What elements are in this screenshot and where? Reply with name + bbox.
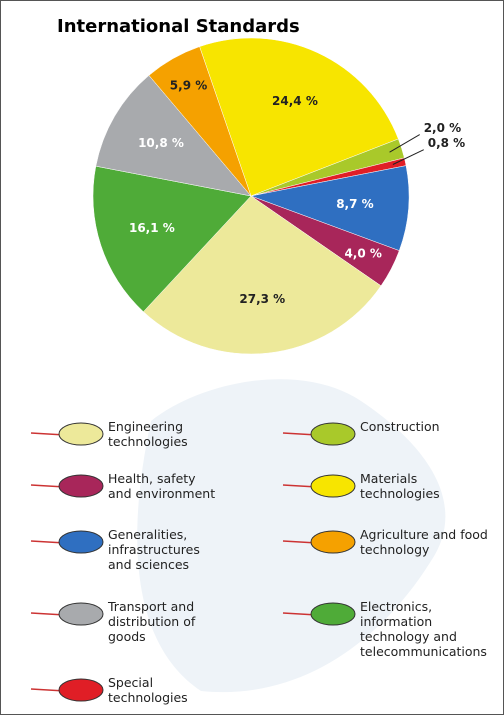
pie-slice bbox=[199, 37, 399, 197]
value-label: 2,0 % bbox=[424, 121, 461, 135]
value-label: 8,7 % bbox=[336, 197, 373, 211]
legend-label: Transport and distribution of goods bbox=[108, 599, 196, 644]
legend-label: Health, safety and environment bbox=[108, 471, 216, 501]
value-label: 24,4 % bbox=[272, 94, 318, 108]
legend-icon bbox=[58, 474, 104, 498]
legend-label: Generalities, infrastructures and scienc… bbox=[108, 527, 200, 572]
leader-line bbox=[392, 149, 424, 165]
legend-icon bbox=[310, 422, 356, 446]
legend-icon bbox=[58, 530, 104, 554]
chart-title: International Standards bbox=[57, 16, 300, 37]
pie-slice bbox=[92, 165, 252, 313]
value-label: 5,9 % bbox=[170, 79, 207, 93]
legend-label: Special technologies bbox=[108, 675, 188, 705]
value-label: 10,8 % bbox=[138, 136, 184, 150]
value-label: 27,3 % bbox=[239, 292, 285, 306]
pie-slice bbox=[250, 165, 410, 251]
legend-icon bbox=[58, 602, 104, 626]
legend-icon bbox=[310, 602, 356, 626]
legend-icon bbox=[58, 422, 104, 446]
legend-label: Construction bbox=[360, 419, 440, 434]
legend-label: Engineering technologies bbox=[108, 419, 188, 449]
legend-label: Materials technologies bbox=[360, 471, 440, 501]
legend-icon bbox=[310, 474, 356, 498]
value-label: 4,0 % bbox=[344, 247, 381, 261]
value-label: 0,8 % bbox=[428, 136, 465, 150]
pie-slice bbox=[95, 75, 252, 197]
legend-label: Electronics, information technology and … bbox=[360, 599, 487, 659]
pie-slice bbox=[143, 195, 382, 355]
legend-label: Agriculture and food technology bbox=[360, 527, 488, 557]
pie-slice bbox=[148, 46, 252, 197]
leader-line bbox=[389, 134, 420, 153]
value-label: 16,1 % bbox=[129, 221, 175, 235]
legend-icon bbox=[58, 678, 104, 702]
legend-icon bbox=[310, 530, 356, 554]
map-background bbox=[137, 379, 446, 693]
